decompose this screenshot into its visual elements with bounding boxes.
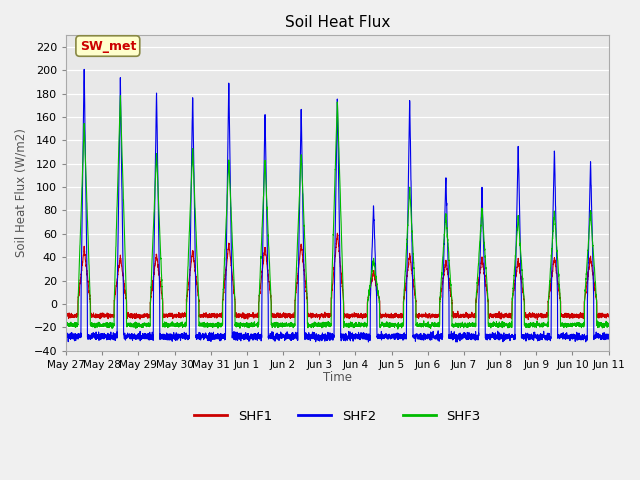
SHF2 bbox=[429, 331, 436, 337]
SHF3 bbox=[160, 321, 168, 327]
Legend: SHF1, SHF2, SHF3: SHF1, SHF2, SHF3 bbox=[189, 405, 486, 428]
SHF2 bbox=[604, 336, 612, 342]
Title: Soil Heat Flux: Soil Heat Flux bbox=[285, 15, 390, 30]
SHF3 bbox=[317, 323, 325, 328]
SHF2 bbox=[81, 67, 88, 72]
SHF2 bbox=[62, 333, 70, 338]
SHF2 bbox=[605, 333, 612, 339]
SHF1 bbox=[429, 311, 436, 317]
SHF3 bbox=[459, 322, 467, 327]
SHF1 bbox=[534, 317, 541, 323]
SHF2 bbox=[459, 334, 467, 339]
Line: SHF2: SHF2 bbox=[66, 70, 609, 342]
SHF2 bbox=[490, 334, 498, 339]
SHF2 bbox=[317, 336, 325, 341]
SHF2 bbox=[160, 333, 168, 339]
SHF3 bbox=[429, 322, 437, 328]
SHF2 bbox=[453, 339, 461, 345]
SHF3 bbox=[116, 93, 124, 98]
Line: SHF1: SHF1 bbox=[66, 233, 609, 320]
SHF3 bbox=[605, 322, 612, 328]
SHF1 bbox=[62, 311, 70, 316]
SHF1 bbox=[333, 230, 341, 236]
SHF3 bbox=[490, 321, 498, 326]
SHF1 bbox=[605, 313, 612, 319]
SHF1 bbox=[459, 312, 467, 318]
Text: SW_met: SW_met bbox=[79, 39, 136, 52]
SHF3 bbox=[62, 323, 70, 329]
SHF1 bbox=[317, 313, 325, 319]
SHF3 bbox=[604, 324, 612, 329]
X-axis label: Time: Time bbox=[323, 371, 352, 384]
SHF3 bbox=[394, 326, 402, 332]
SHF1 bbox=[490, 312, 497, 318]
SHF1 bbox=[604, 313, 612, 319]
Y-axis label: Soil Heat Flux (W/m2): Soil Heat Flux (W/m2) bbox=[15, 129, 28, 257]
Line: SHF3: SHF3 bbox=[66, 96, 609, 329]
SHF1 bbox=[160, 313, 168, 319]
